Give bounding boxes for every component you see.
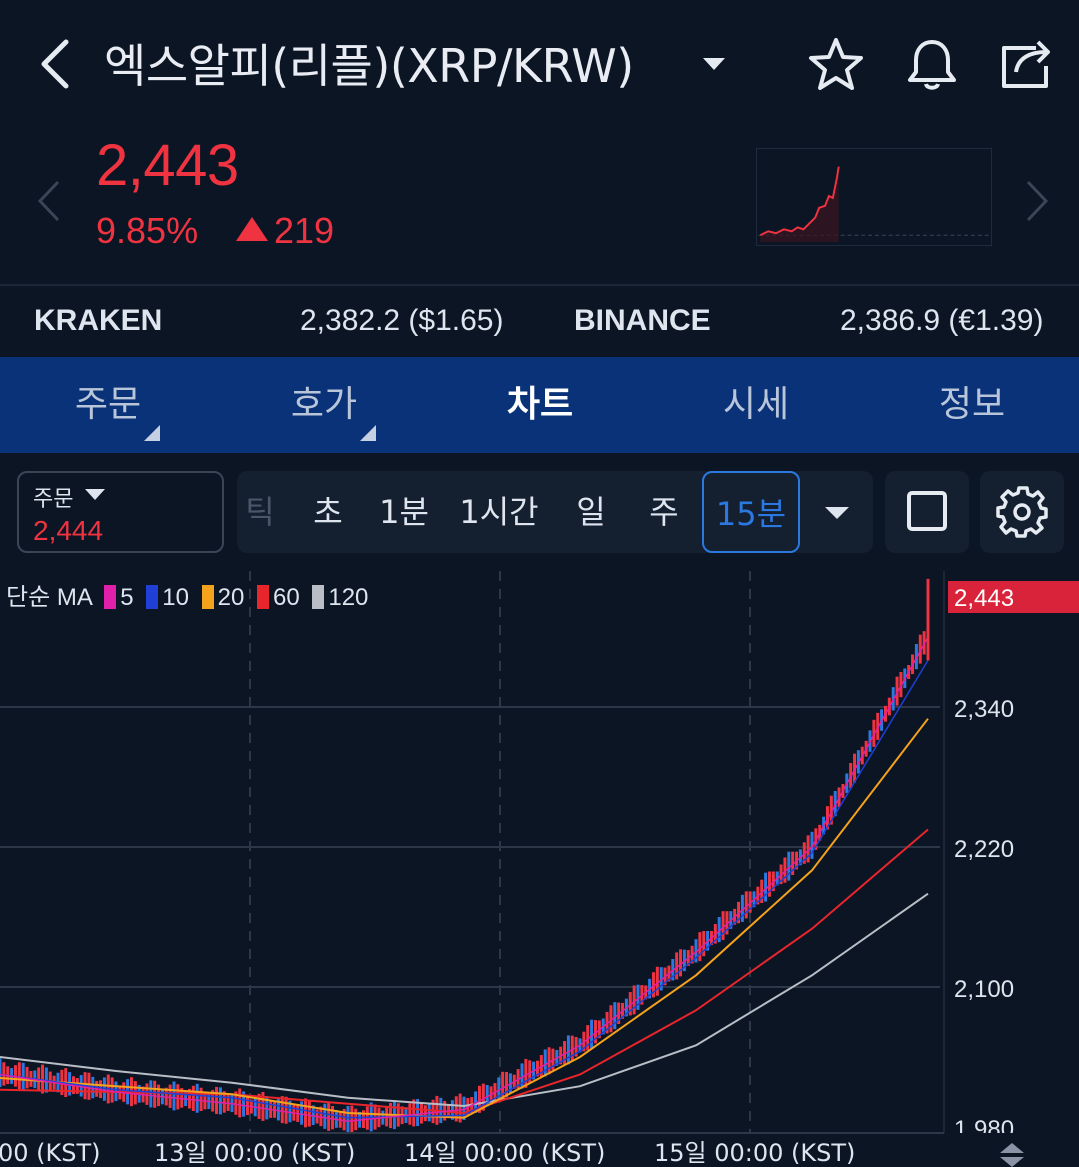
tab-bar: 주문 호가 차트 시세 정보 <box>0 357 1079 453</box>
x-tick-label: 00 (KST) <box>0 1139 101 1167</box>
ma10-label: 10 <box>162 584 189 611</box>
square-icon <box>907 491 947 531</box>
price-panel: 2,443 9.85% 219 <box>0 130 1079 283</box>
y-tick-label: 2,100 <box>954 976 1014 1003</box>
x-axis-band <box>0 1133 1079 1167</box>
exchange-value-binance: 2,386.9 (€1.39) <box>840 304 1044 337</box>
page-title[interactable]: 엑스알피(리플)(XRP/KRW) <box>104 39 634 93</box>
ma-line-5 <box>0 636 929 1122</box>
price-tag <box>948 581 1079 613</box>
star-icon[interactable] <box>806 34 866 94</box>
fullscreen-button[interactable] <box>885 471 969 553</box>
x-tick-label: 15일 00:00 (KST) <box>654 1139 855 1167</box>
ma60-label: 60 <box>272 584 300 611</box>
order-value: 2,444 <box>33 515 104 546</box>
interval-selector: 틱 초 1분 1시간 일 주 15분 <box>237 471 873 553</box>
ma20-label: 20 <box>217 584 245 611</box>
tab-chart[interactable]: 차트 <box>506 384 574 425</box>
bell-icon[interactable] <box>902 34 962 94</box>
tab-order[interactable]: 주문 <box>74 384 142 425</box>
exchange-name-kraken: KRAKEN <box>34 304 163 337</box>
tab-corner-icon <box>144 425 160 441</box>
ma120-label: 120 <box>328 584 369 611</box>
y-tick-label: 2,220 <box>954 836 1014 863</box>
tab-quotes[interactable]: 시세 <box>722 384 790 425</box>
ma10-swatch <box>146 585 159 609</box>
ma-line-20 <box>0 718 929 1119</box>
interval-15min[interactable]: 15분 <box>702 471 800 553</box>
order-price-box[interactable]: 주문 2,444 <box>17 471 224 553</box>
next-arrow-icon[interactable] <box>1022 178 1052 224</box>
gear-icon <box>996 486 1048 538</box>
back-icon[interactable] <box>36 38 76 90</box>
ma120-swatch <box>312 585 325 609</box>
header: 엑스알피(리플)(XRP/KRW) <box>0 0 1079 130</box>
interval-more-icon[interactable] <box>825 507 849 519</box>
ma60-swatch <box>256 585 269 609</box>
interval-1min[interactable]: 1분 <box>379 493 429 531</box>
scroll-down-icon <box>1000 1157 1024 1167</box>
scroll-up-icon <box>1000 1143 1024 1153</box>
change-amount-value: 219 <box>274 210 335 251</box>
ma-legend: 단순 MA 5 10 20 60 120 <box>6 577 368 612</box>
y-tick-label: 2,340 <box>954 696 1014 723</box>
exchange-row: KRAKEN 2,382.2 ($1.65) BINANCE 2,386.9 (… <box>0 284 1079 357</box>
interval-week[interactable]: 주 <box>649 493 679 531</box>
change-percent: 9.85% <box>96 210 199 251</box>
ma-label: 단순 MA <box>6 584 92 611</box>
x-tick-label: 13일 00:00 (KST) <box>154 1139 355 1167</box>
sparkline-chart[interactable] <box>756 148 992 246</box>
tab-info[interactable]: 정보 <box>938 384 1006 425</box>
caret-down-icon <box>85 489 105 500</box>
chart-toolbar: 주문 2,444 틱 초 1분 1시간 일 주 15분 <box>0 453 1079 571</box>
x-tick-label: 14일 00:00 (KST) <box>404 1139 605 1167</box>
ma5-swatch <box>104 585 117 609</box>
interval-tick[interactable]: 틱 <box>245 493 275 531</box>
ma20-swatch <box>201 585 214 609</box>
prev-arrow-icon[interactable] <box>34 178 64 224</box>
order-label: 주문 <box>33 487 74 512</box>
ma-line-120 <box>0 892 929 1108</box>
interval-second[interactable]: 초 <box>313 493 343 531</box>
tab-orderbook[interactable]: 호가 <box>290 384 358 425</box>
tab-corner-icon <box>360 425 376 441</box>
interval-day[interactable]: 일 <box>576 493 606 531</box>
interval-1hour[interactable]: 1시간 <box>459 493 539 531</box>
exchange-value-kraken: 2,382.2 ($1.65) <box>300 304 504 337</box>
price-chart[interactable]: 2,340 2,220 2,100 1,980 2,443 00 (KST) 13일 00:… <box>0 571 1079 1167</box>
ma-line-10 <box>0 659 929 1119</box>
price-tag-label: 2,443 <box>954 585 1014 612</box>
change-amount: 219 <box>236 210 334 252</box>
share-icon[interactable] <box>996 34 1056 94</box>
settings-button[interactable] <box>980 471 1064 553</box>
up-triangle-icon <box>236 217 268 241</box>
caret-down-icon[interactable] <box>700 55 728 73</box>
exchange-name-binance: BINANCE <box>574 304 711 337</box>
ma5-label: 5 <box>120 584 134 611</box>
current-price: 2,443 <box>96 133 239 198</box>
